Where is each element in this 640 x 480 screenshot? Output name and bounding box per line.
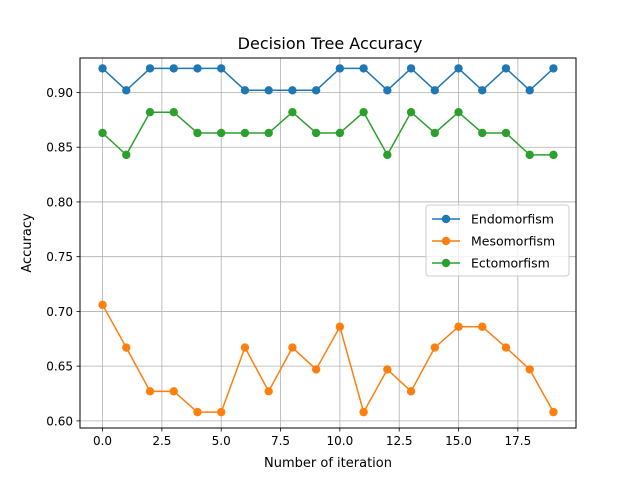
legend-label-ectomorfism: Ectomorfism (471, 256, 550, 271)
data-point-ectomorfism (525, 150, 534, 160)
data-point-ectomorfism (98, 128, 107, 138)
data-point-endomorfism (430, 86, 439, 95)
legend-frame (425, 204, 570, 277)
x-tick-label: 15.0 (445, 434, 472, 448)
legend-marker-ectomorfism (441, 258, 451, 268)
x-tick-label: 12.5 (386, 434, 413, 448)
data-point-mesomorfism (145, 387, 155, 396)
chart-title: Decision Tree Accuracy (238, 34, 423, 53)
data-point-mesomorfism (288, 343, 297, 352)
data-point-mesomorfism (430, 343, 439, 352)
data-point-mesomorfism (406, 387, 416, 396)
data-point-endomorfism (549, 64, 558, 73)
data-point-ectomorfism (359, 107, 368, 117)
data-point-ectomorfism (406, 107, 416, 117)
data-point-mesomorfism (240, 343, 250, 352)
data-point-mesomorfism (478, 322, 487, 331)
data-point-endomorfism (525, 86, 534, 95)
y-tick-label: 0.80 (46, 195, 73, 209)
y-axis-label: Accuracy (20, 213, 35, 273)
data-point-endomorfism (383, 86, 392, 95)
data-point-mesomorfism (525, 365, 534, 374)
x-tick-label: 7.5 (271, 434, 290, 448)
x-tick-label: 10.0 (327, 434, 354, 448)
y-tick-label: 0.65 (46, 360, 73, 374)
data-point-endomorfism (193, 64, 202, 73)
data-point-ectomorfism (288, 107, 297, 117)
data-point-ectomorfism (549, 150, 558, 160)
plot-area-frame (79, 57, 577, 429)
data-point-ectomorfism (430, 128, 439, 138)
data-point-mesomorfism (454, 322, 463, 331)
data-point-mesomorfism (383, 365, 392, 374)
data-point-endomorfism (311, 86, 321, 95)
data-point-endomorfism (98, 64, 107, 73)
grid (80, 58, 576, 428)
y-tick-label: 0.85 (46, 141, 73, 155)
data-point-ectomorfism (169, 107, 178, 117)
legend-label-mesomorfism: Mesomorfism (471, 234, 555, 249)
data-point-ectomorfism (335, 128, 345, 138)
data-point-endomorfism (501, 64, 511, 73)
data-point-mesomorfism (311, 365, 321, 374)
data-point-mesomorfism (549, 407, 558, 417)
y-tick-label: 0.90 (46, 86, 73, 100)
data-point-mesomorfism (169, 387, 178, 396)
data-point-mesomorfism (193, 407, 202, 417)
data-point-ectomorfism (311, 128, 321, 138)
legend-marker-endomorfism (441, 214, 451, 224)
data-point-ectomorfism (383, 150, 392, 160)
data-point-endomorfism (240, 86, 250, 95)
data-point-endomorfism (406, 64, 416, 73)
data-point-mesomorfism (335, 322, 345, 331)
x-tick-label: 0.0 (93, 434, 112, 448)
data-point-ectomorfism (264, 128, 273, 138)
y-tick-label: 0.70 (46, 305, 73, 319)
data-point-mesomorfism (264, 387, 273, 396)
legend-label-endomorfism: Endomorfism (471, 212, 554, 227)
legend-marker-mesomorfism (441, 236, 451, 246)
data-point-ectomorfism (501, 128, 511, 138)
legend: Endomorfism Mesomorfism Ectomorfism (425, 204, 570, 277)
series-layer (98, 64, 558, 417)
x-axis-label: Number of iteration (264, 456, 392, 471)
axis-ticks: 0.0 2.5 5.0 7.5 10.0 12.5 15.0 17.5 0.60 0.65 0.70… (46, 86, 531, 448)
data-point-ectomorfism (193, 128, 202, 138)
data-point-mesomorfism (98, 300, 107, 310)
data-point-endomorfism (478, 86, 487, 95)
data-point-endomorfism (145, 64, 155, 73)
data-point-endomorfism (288, 86, 297, 95)
data-point-mesomorfism (217, 407, 226, 417)
data-point-ectomorfism (454, 107, 463, 117)
data-point-mesomorfism (359, 407, 368, 417)
data-point-mesomorfism (501, 343, 511, 352)
data-point-endomorfism (454, 64, 463, 73)
data-point-endomorfism (169, 64, 178, 73)
data-point-endomorfism (122, 86, 131, 95)
data-point-ectomorfism (240, 128, 250, 138)
series-line-ectomorfism (102, 111, 554, 156)
data-point-endomorfism (335, 64, 345, 73)
x-tick-label: 5.0 (212, 434, 231, 448)
y-tick-label: 0.60 (46, 414, 73, 428)
data-point-mesomorfism (122, 343, 131, 352)
data-point-ectomorfism (122, 150, 131, 160)
data-point-ectomorfism (478, 128, 487, 138)
data-point-endomorfism (217, 64, 226, 73)
data-point-ectomorfism (217, 128, 226, 138)
data-point-endomorfism (264, 86, 273, 95)
x-tick-label: 17.5 (504, 434, 531, 448)
data-point-endomorfism (359, 64, 368, 73)
data-point-ectomorfism (145, 107, 155, 117)
y-tick-label: 0.75 (46, 250, 73, 264)
x-tick-label: 2.5 (152, 434, 171, 448)
